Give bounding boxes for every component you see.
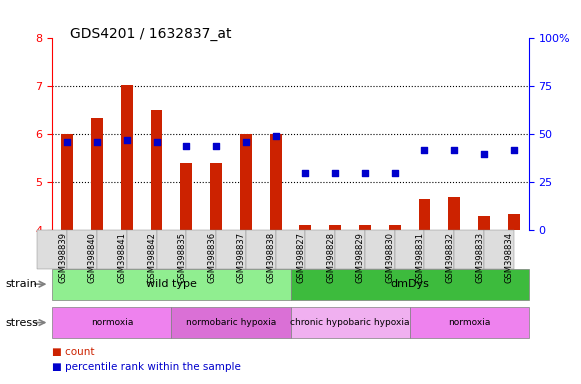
Text: dmDys: dmDys <box>390 279 429 289</box>
Point <box>479 151 489 157</box>
Point <box>450 147 459 153</box>
Point <box>420 147 429 153</box>
Bar <box>210 163 222 230</box>
Bar <box>240 134 252 230</box>
Text: GSM398838: GSM398838 <box>267 232 275 283</box>
Text: GSM398830: GSM398830 <box>386 232 394 283</box>
Point <box>360 170 370 176</box>
Point <box>241 139 250 145</box>
Point <box>63 139 72 145</box>
Text: normobaric hypoxia: normobaric hypoxia <box>186 318 276 327</box>
Text: GSM398832: GSM398832 <box>445 232 454 283</box>
Bar <box>389 225 401 230</box>
Point <box>390 170 399 176</box>
Bar <box>329 225 341 230</box>
Bar <box>449 197 460 230</box>
Bar <box>150 111 163 230</box>
Text: GSM398836: GSM398836 <box>207 232 216 283</box>
Text: chronic hypobaric hypoxia: chronic hypobaric hypoxia <box>290 318 410 327</box>
Text: GDS4201 / 1632837_at: GDS4201 / 1632837_at <box>70 27 231 41</box>
Text: GSM398837: GSM398837 <box>237 232 246 283</box>
Bar <box>299 225 311 230</box>
Text: wild type: wild type <box>146 279 197 289</box>
Text: normoxia: normoxia <box>448 318 490 327</box>
Text: GSM398835: GSM398835 <box>177 232 187 283</box>
Text: GSM398842: GSM398842 <box>148 232 156 283</box>
Text: GSM398833: GSM398833 <box>475 232 484 283</box>
Text: stress: stress <box>6 318 39 328</box>
Text: normoxia: normoxia <box>91 318 133 327</box>
Text: GSM398828: GSM398828 <box>326 232 335 283</box>
Text: GSM398831: GSM398831 <box>415 232 425 283</box>
Text: GSM398827: GSM398827 <box>296 232 306 283</box>
Bar <box>478 216 490 230</box>
Point <box>92 139 102 145</box>
Bar <box>270 134 282 230</box>
Point <box>182 143 191 149</box>
Point <box>152 139 161 145</box>
Text: GSM398839: GSM398839 <box>58 232 67 283</box>
Bar <box>61 134 73 230</box>
Bar <box>418 199 431 230</box>
Text: GSM398840: GSM398840 <box>88 232 97 283</box>
Point <box>122 137 131 143</box>
Text: ■ percentile rank within the sample: ■ percentile rank within the sample <box>52 362 241 372</box>
Text: GSM398841: GSM398841 <box>118 232 127 283</box>
Point <box>211 143 221 149</box>
Point <box>301 170 310 176</box>
Text: strain: strain <box>6 279 38 289</box>
Point <box>271 133 280 139</box>
Bar <box>91 118 103 230</box>
Bar <box>121 86 132 230</box>
Point <box>331 170 340 176</box>
Text: GSM398834: GSM398834 <box>505 232 514 283</box>
Bar <box>359 225 371 230</box>
Point <box>509 147 518 153</box>
Text: ■ count: ■ count <box>52 347 95 357</box>
Text: GSM398829: GSM398829 <box>356 232 365 283</box>
Bar <box>180 163 192 230</box>
Bar <box>508 214 520 230</box>
